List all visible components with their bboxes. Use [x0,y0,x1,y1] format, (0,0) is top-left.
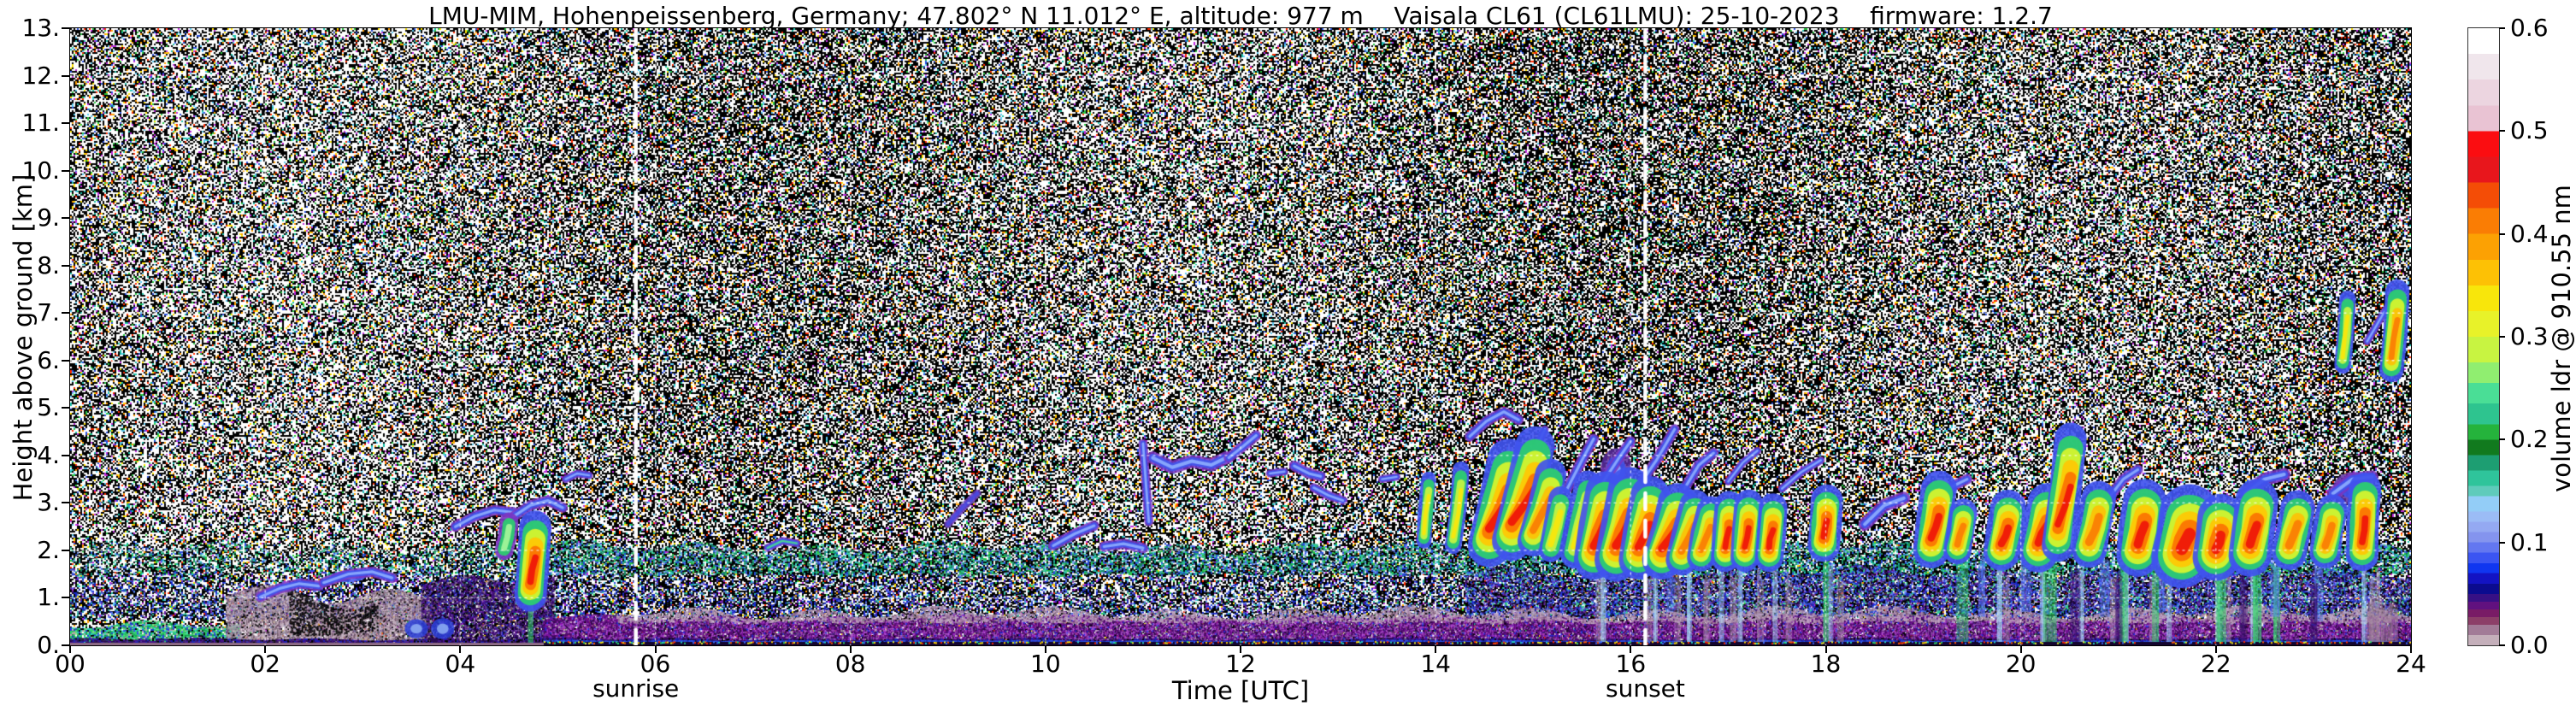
x-tick-mark [1240,645,1241,653]
colorbar-tick-mark [2499,541,2505,544]
x-tick-label: 14 [1420,650,1451,678]
x-tick-label: 22 [2201,650,2231,678]
colorbar-tick-label: 0.6 [2510,14,2549,42]
colorbar-tick-label: 0.3 [2510,322,2549,350]
y-tick-label: 7. [37,298,60,327]
x-tick-mark [2410,645,2412,653]
y-tick-mark [62,312,69,315]
x-axis-label: Time [UTC] [1171,676,1310,705]
x-tick-mark [2019,645,2022,653]
x-tick-mark [69,645,71,653]
y-tick-label: 5. [37,393,60,422]
y-tick-mark [62,27,69,29]
y-tick-label: 11. [21,109,60,138]
y-tick-mark [62,217,69,220]
y-tick-label: 13. [21,14,60,42]
x-tick-mark [1435,645,1437,653]
colorbar-tick-label: 0.5 [2510,116,2549,145]
x-tick-label: 10 [1030,650,1061,678]
y-tick-mark [62,169,69,172]
x-tick-mark [459,645,462,653]
colorbar [2467,27,2500,646]
heatmap-canvas [70,28,2411,645]
x-tick-mark [654,645,657,653]
y-tick-label: 10. [21,156,60,185]
colorbar-tick-mark [2499,232,2505,235]
colorbar-tick-label: 0.4 [2510,219,2549,248]
y-tick-label: 3. [37,488,60,517]
y-tick-mark [62,502,69,504]
x-tick-mark [264,645,267,653]
x-tick-mark [1630,645,1632,653]
colorbar-label: volume ldr @ 910.55 nm [2547,185,2576,492]
y-tick-label: 1. [37,583,60,612]
colorbar-tick-label: 0.0 [2510,631,2549,659]
y-tick-mark [62,407,69,409]
x-tick-mark [2214,645,2217,653]
x-tick-label: 08 [834,650,866,678]
x-tick-mark [1044,645,1046,653]
x-tick-label: 18 [1810,650,1842,678]
colorbar-tick-label: 0.1 [2510,527,2549,556]
y-tick-label: 2. [37,535,60,564]
colorbar-tick-mark [2499,438,2505,441]
y-tick-label: 6. [37,345,60,374]
annotation-sunset: sunset [1606,674,1685,703]
y-tick-label: 0. [37,631,60,659]
chart-title: LMU-MIM, Hohenpeissenberg, Germany; 47.8… [428,2,2053,30]
y-tick-mark [62,359,69,362]
x-tick-label: 00 [55,650,85,678]
y-tick-label: 8. [37,250,60,279]
y-tick-mark [62,122,69,125]
y-tick-mark [62,549,69,551]
y-tick-mark [62,597,69,599]
y-tick-mark [62,264,69,267]
y-tick-label: 9. [37,203,60,232]
x-tick-label: 20 [2005,650,2037,678]
colorbar-tick-mark [2499,27,2505,29]
x-tick-mark [1824,645,1827,653]
colorbar-tick-label: 0.2 [2510,425,2549,454]
plot-area [69,27,2412,646]
x-tick-label: 16 [1615,650,1647,678]
x-tick-label: 04 [445,650,476,678]
colorbar-tick-mark [2499,644,2505,646]
y-tick-mark [62,74,69,77]
y-tick-label: 12. [21,61,60,90]
colorbar-tick-mark [2499,130,2505,132]
x-tick-mark [849,645,852,653]
y-tick-mark [62,644,69,646]
annotation-sunrise: sunrise [592,674,680,703]
x-tick-label: 06 [640,650,671,678]
y-tick-mark [62,454,69,456]
x-tick-label: 02 [250,650,280,678]
x-tick-label: 12 [1225,650,1256,678]
x-tick-label: 24 [2396,650,2426,678]
colorbar-gradient [2468,28,2499,645]
colorbar-tick-mark [2499,336,2505,338]
y-tick-label: 4. [37,440,60,469]
